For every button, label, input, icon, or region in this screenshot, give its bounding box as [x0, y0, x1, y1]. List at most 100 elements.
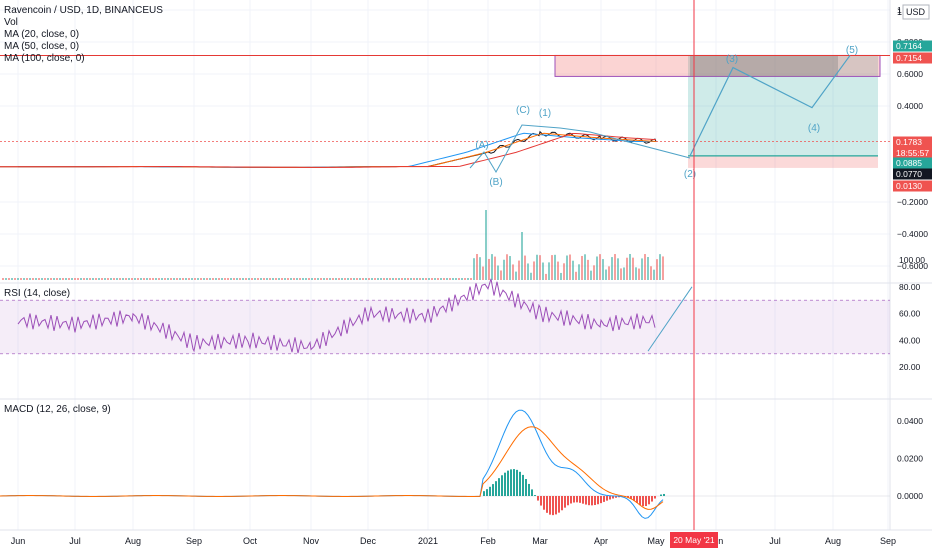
price-badge-3: 18:55:57	[896, 148, 929, 158]
ma-label-100: MA (100, close, 0)	[4, 53, 85, 64]
volume-bar	[548, 262, 550, 280]
volume-bar	[236, 278, 238, 280]
volume-bar	[245, 278, 247, 280]
volume-bar	[515, 271, 517, 280]
volume-bar	[410, 278, 412, 280]
price-badge-bg-3	[893, 147, 932, 159]
volume-bar	[137, 278, 139, 280]
volume-bar	[11, 278, 13, 280]
volume-bar	[491, 254, 493, 280]
volume-bar	[602, 259, 604, 280]
price-badge-2: 0.1783	[896, 137, 922, 147]
macd-histogram-bar	[486, 489, 488, 496]
time-tick-8: Feb	[480, 536, 496, 546]
volume-bar	[191, 278, 193, 280]
volume-bar	[113, 278, 115, 280]
volume-bar	[323, 278, 325, 280]
volume-bar	[248, 278, 250, 280]
volume-bar	[449, 278, 451, 280]
macd-histogram-bar	[630, 496, 632, 499]
scale-mode[interactable]: 1 USD	[897, 4, 930, 20]
macd-histogram-bar	[504, 472, 506, 496]
time-tick-4: Oct	[243, 536, 258, 546]
volume-bar	[35, 278, 37, 280]
wave-history	[469, 124, 691, 174]
volume-bar	[440, 278, 442, 280]
volume-bar	[590, 270, 592, 280]
volume-bar	[512, 264, 514, 280]
volume-bar	[656, 259, 658, 280]
volume-bar	[476, 254, 478, 280]
time-tick-5: Nov	[303, 536, 320, 546]
volume-bar	[479, 257, 481, 280]
macd-histogram-bar	[522, 474, 524, 496]
volume-bar	[584, 254, 586, 280]
volume-bar	[554, 254, 556, 280]
volume-bar	[545, 273, 547, 280]
volume-bar	[635, 267, 637, 280]
volume-bar	[638, 268, 640, 280]
macd-histogram-bar	[501, 475, 503, 496]
volume-bar	[95, 278, 97, 280]
volume-bar	[311, 278, 313, 280]
volume-bar	[398, 278, 400, 280]
wave-label-5: (3)	[726, 54, 738, 65]
macd-histogram-bar	[579, 496, 581, 503]
volume-bar	[332, 278, 334, 280]
volume-bar	[647, 257, 649, 280]
macd-histogram-bar	[537, 496, 539, 501]
scale-mode-value: 1	[897, 7, 902, 17]
volume-bar	[308, 278, 310, 280]
volume-bar	[107, 278, 109, 280]
macd-histogram-bar	[597, 496, 599, 505]
volume-bar	[260, 278, 262, 280]
volume-bar	[314, 278, 316, 280]
volume-bar	[272, 278, 274, 280]
volume-bar	[608, 266, 610, 280]
volume-bar	[596, 256, 598, 280]
volume-bar	[632, 257, 634, 280]
macd-histogram-bar	[591, 496, 593, 506]
volume-bar	[533, 261, 535, 280]
currency-label: USD	[906, 7, 926, 17]
volume-bar	[224, 278, 226, 280]
macd-tick-2: 0.0000	[897, 491, 923, 501]
volume-bar	[26, 278, 28, 280]
volume-bar	[485, 210, 487, 280]
volume-bar	[527, 263, 529, 280]
volume-bar	[230, 278, 232, 280]
macd-histogram-bar	[513, 469, 515, 496]
rsi-tick-4: 20.00	[899, 362, 921, 372]
macd-histogram-bar	[534, 495, 536, 496]
volume-bar	[653, 269, 655, 280]
volume-bar	[428, 278, 430, 280]
macd-histogram-bar	[549, 496, 551, 515]
volume-bar	[302, 278, 304, 280]
price-badge-4: 0.0885	[896, 158, 922, 168]
volume-bar	[341, 278, 343, 280]
volume-bar	[617, 258, 619, 280]
volume-bar	[521, 232, 523, 280]
volume-bar	[482, 266, 484, 280]
volume-bar	[413, 278, 415, 280]
currency-box[interactable]	[902, 4, 930, 20]
volume-bar	[56, 278, 58, 280]
volume-bar	[290, 278, 292, 280]
macd-histogram-bar	[552, 496, 554, 516]
panes	[0, 0, 932, 531]
position-loss-zone	[688, 155, 878, 168]
volume-bar	[503, 259, 505, 280]
volume-bar	[452, 278, 454, 280]
volume-bar	[422, 278, 424, 280]
macd-histogram-bar	[519, 471, 521, 496]
volume-bar	[149, 278, 151, 280]
price-badge-0: 0.7164	[896, 41, 922, 51]
volume-bar	[563, 263, 565, 280]
volume-bar	[251, 278, 253, 280]
volume-bar	[461, 278, 463, 280]
price-axis: 1.00000.80000.60000.4000−0.2000−0.4000−0…	[893, 5, 932, 501]
volume-bar	[662, 256, 664, 280]
ma-100-line	[0, 132, 657, 168]
volume-bar	[389, 278, 391, 280]
